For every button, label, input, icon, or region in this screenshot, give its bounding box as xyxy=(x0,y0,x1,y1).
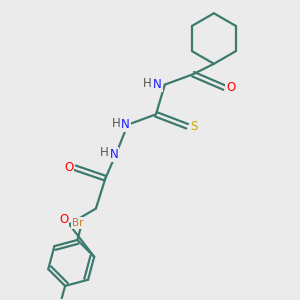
Text: Br: Br xyxy=(72,218,84,228)
Text: S: S xyxy=(190,120,197,133)
Text: H: H xyxy=(143,76,152,90)
Text: H: H xyxy=(111,117,120,130)
Text: O: O xyxy=(226,81,236,94)
Text: N: N xyxy=(153,78,162,91)
Text: H: H xyxy=(100,146,108,160)
Text: N: N xyxy=(121,118,130,131)
Text: N: N xyxy=(110,148,118,161)
Text: O: O xyxy=(59,213,68,226)
Text: O: O xyxy=(64,161,73,174)
